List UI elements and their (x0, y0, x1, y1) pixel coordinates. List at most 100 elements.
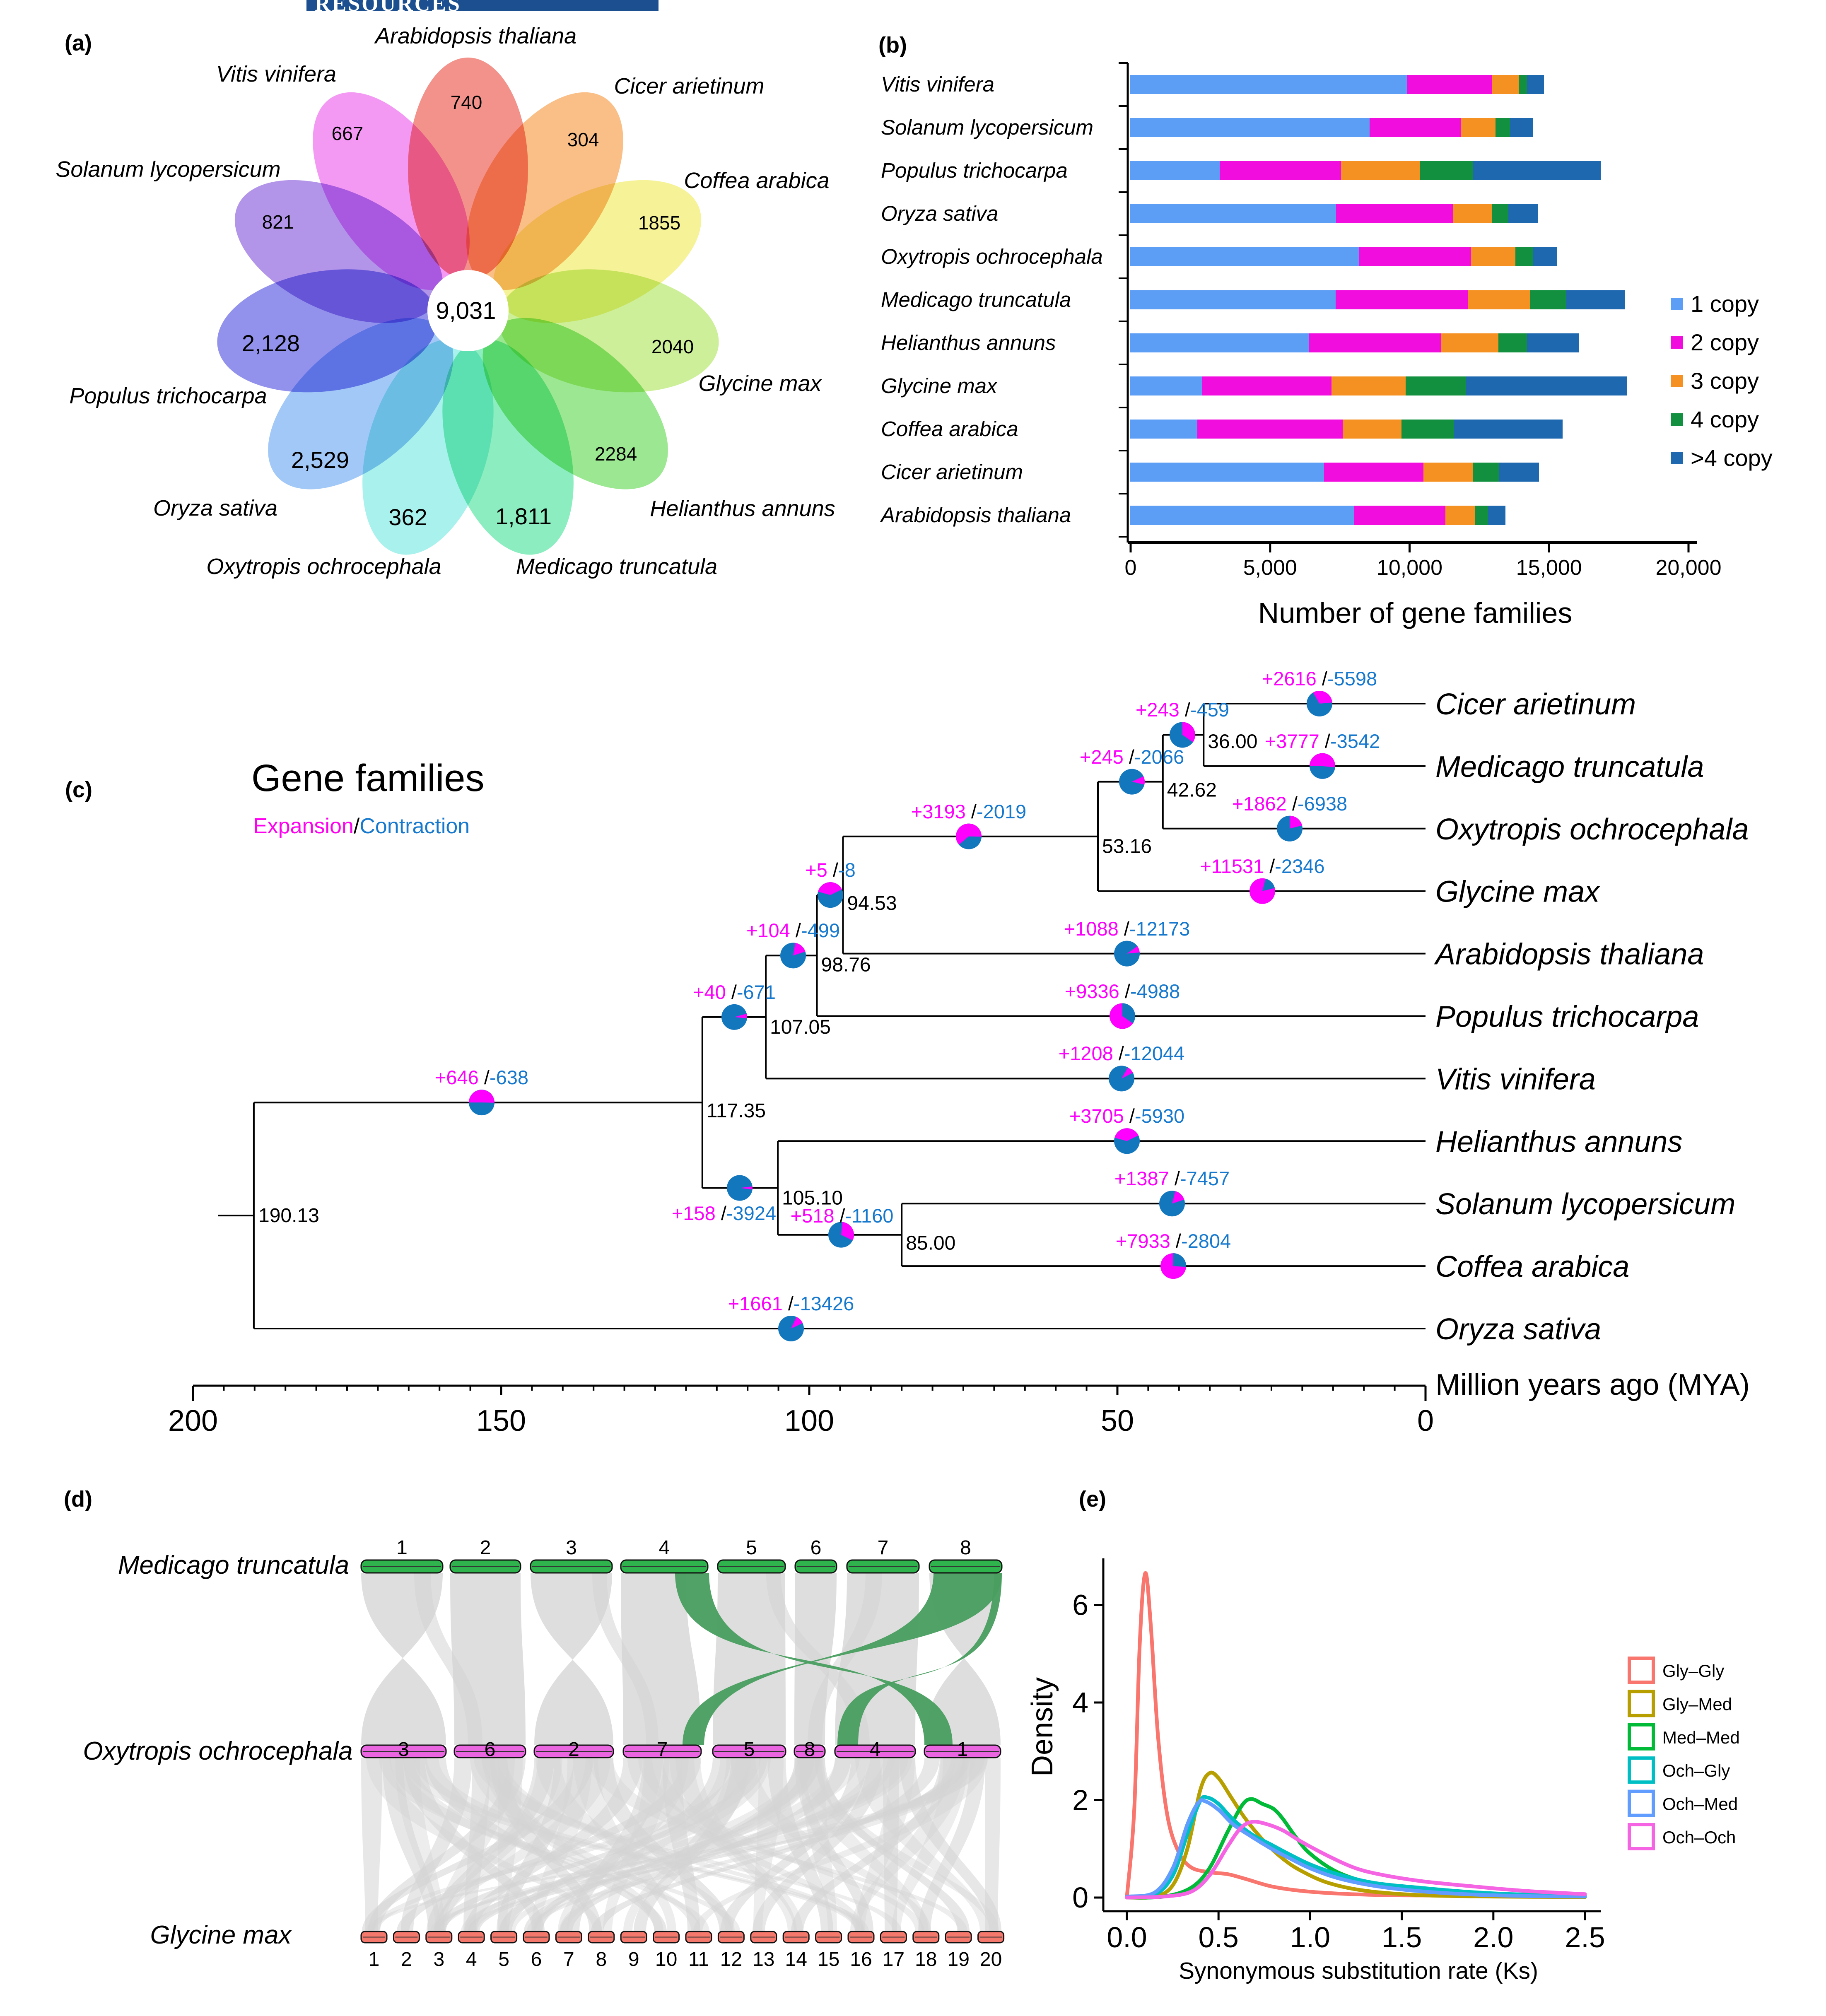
svg-text:1 copy: 1 copy (1691, 291, 1759, 317)
svg-text:Oryza sativa: Oryza sativa (153, 496, 277, 521)
svg-text:50: 50 (1101, 1404, 1134, 1437)
svg-text:+2616 /-5598: +2616 /-5598 (1262, 668, 1377, 690)
svg-text:6: 6 (810, 1537, 822, 1559)
svg-text:2040: 2040 (651, 336, 694, 357)
svg-text:1: 1 (957, 1739, 968, 1760)
svg-text:4: 4 (466, 1948, 477, 1970)
svg-text:10: 10 (655, 1948, 677, 1970)
svg-text:Cicer arietinum: Cicer arietinum (1435, 688, 1636, 721)
svg-text:2.5: 2.5 (1565, 1921, 1605, 1953)
svg-text:4: 4 (659, 1537, 670, 1559)
svg-text:4: 4 (1072, 1686, 1088, 1719)
svg-text:150: 150 (476, 1404, 526, 1437)
svg-text:10,000: 10,000 (1377, 556, 1442, 580)
svg-text:3 copy: 3 copy (1691, 368, 1759, 394)
svg-text:Glycine max: Glycine max (698, 371, 822, 396)
svg-text:12: 12 (720, 1948, 742, 1970)
svg-text:Vitis vinifera: Vitis vinifera (881, 72, 994, 96)
svg-text:+1088 /-12173: +1088 /-12173 (1064, 918, 1190, 940)
svg-text:Number of gene families: Number of gene families (1258, 597, 1573, 629)
svg-text:+245 /-2066: +245 /-2066 (1080, 746, 1184, 768)
svg-text:+3193 /-2019: +3193 /-2019 (911, 801, 1026, 822)
svg-text:0.0: 0.0 (1107, 1921, 1147, 1953)
svg-text:+158 /-3924: +158 /-3924 (672, 1202, 776, 1224)
svg-text:Helianthus annuns: Helianthus annuns (881, 331, 1056, 354)
svg-text:2: 2 (480, 1537, 491, 1559)
svg-text:(b): (b) (878, 33, 907, 58)
svg-text:+1208 /-12044: +1208 /-12044 (1059, 1042, 1185, 1064)
svg-text:42.62: 42.62 (1167, 779, 1217, 801)
svg-text:+11531 /-2346: +11531 /-2346 (1200, 855, 1325, 877)
svg-text:15: 15 (818, 1948, 839, 1970)
svg-text:+243 /-459: +243 /-459 (1136, 699, 1229, 721)
svg-text:Arabidopsis thaliana: Arabidopsis thaliana (374, 24, 577, 48)
svg-text:1,811: 1,811 (495, 503, 552, 529)
svg-text:5: 5 (746, 1537, 757, 1559)
svg-text:Cicer arietinum: Cicer arietinum (614, 74, 764, 99)
svg-text:15,000: 15,000 (1516, 556, 1582, 580)
svg-text:1855: 1855 (638, 212, 680, 234)
svg-text:Gene families: Gene families (251, 757, 484, 799)
svg-text:+7933 /-2804: +7933 /-2804 (1116, 1230, 1231, 1252)
svg-text:Gly–Gly: Gly–Gly (1662, 1661, 1724, 1681)
svg-text:Synonymous substitution rate (: Synonymous substitution rate (Ks) (1179, 1958, 1538, 1984)
svg-text:RESOURCES: RESOURCES (315, 0, 461, 16)
svg-text:19: 19 (948, 1948, 970, 1970)
svg-text:1.5: 1.5 (1382, 1921, 1422, 1953)
svg-text:Coffea arabica: Coffea arabica (1435, 1250, 1629, 1283)
svg-text:7: 7 (657, 1739, 668, 1760)
svg-text:Och–Och: Och–Och (1662, 1828, 1736, 1847)
svg-text:Populus trichocarpa: Populus trichocarpa (69, 383, 267, 408)
svg-text:(c): (c) (65, 777, 92, 802)
svg-text:(d): (d) (64, 1487, 92, 1512)
svg-text:11: 11 (688, 1948, 709, 1970)
svg-text:2 copy: 2 copy (1691, 329, 1759, 355)
svg-text:+104 /-499: +104 /-499 (746, 919, 840, 941)
svg-text:Oryza sativa: Oryza sativa (881, 202, 998, 225)
svg-text:Med–Med: Med–Med (1662, 1728, 1740, 1747)
svg-text:7: 7 (878, 1537, 889, 1559)
svg-text:94.53: 94.53 (847, 892, 897, 914)
svg-text:Expansion/Contraction: Expansion/Contraction (253, 814, 470, 838)
svg-text:3: 3 (566, 1537, 577, 1559)
svg-text:9: 9 (628, 1948, 639, 1970)
svg-text:821: 821 (262, 211, 294, 233)
svg-text:53.16: 53.16 (1102, 836, 1152, 858)
svg-text:190.13: 190.13 (258, 1205, 319, 1227)
svg-text:117.35: 117.35 (707, 1100, 766, 1122)
svg-text:8: 8 (960, 1537, 971, 1559)
svg-text:Oxytropis ochrocephala: Oxytropis ochrocephala (83, 1737, 352, 1765)
svg-text:36.00: 36.00 (1208, 731, 1257, 753)
svg-text:Oxytropis ochrocephala: Oxytropis ochrocephala (206, 554, 441, 579)
svg-text:Helianthus annuns: Helianthus annuns (650, 496, 835, 521)
svg-text:5: 5 (744, 1739, 755, 1760)
svg-text:85.00: 85.00 (906, 1232, 955, 1254)
svg-text:Coffea arabica: Coffea arabica (881, 417, 1018, 441)
svg-text:Solanum lycopersicum: Solanum lycopersicum (881, 116, 1093, 139)
svg-text:Oryza sativa: Oryza sativa (1435, 1313, 1601, 1346)
svg-text:+1387 /-7457: +1387 /-7457 (1114, 1167, 1230, 1189)
svg-text:9,031: 9,031 (436, 297, 496, 324)
svg-text:>4 copy: >4 copy (1691, 445, 1773, 471)
svg-text:362: 362 (388, 504, 427, 530)
svg-text:4 copy: 4 copy (1691, 406, 1759, 432)
svg-text:Oxytropis ochrocephala: Oxytropis ochrocephala (881, 245, 1103, 268)
svg-text:Och–Med: Och–Med (1662, 1794, 1738, 1814)
svg-text:17: 17 (883, 1948, 905, 1970)
svg-text:2,529: 2,529 (291, 447, 349, 473)
svg-text:Medicago truncatula: Medicago truncatula (516, 554, 717, 579)
svg-text:5: 5 (498, 1948, 509, 1970)
svg-text:14: 14 (785, 1948, 807, 1970)
svg-text:Solanum lycopersicum: Solanum lycopersicum (55, 157, 280, 182)
svg-text:1: 1 (396, 1537, 408, 1559)
svg-text:Glycine max: Glycine max (881, 374, 998, 398)
svg-text:0: 0 (1072, 1881, 1088, 1914)
svg-text:Medicago truncatula: Medicago truncatula (1435, 750, 1704, 784)
svg-text:107.05: 107.05 (770, 1016, 831, 1038)
svg-text:200: 200 (168, 1404, 218, 1437)
svg-text:2,128: 2,128 (242, 330, 300, 356)
svg-text:20,000: 20,000 (1655, 556, 1721, 580)
svg-text:6: 6 (485, 1739, 496, 1760)
svg-text:Arabidopsis thaliana: Arabidopsis thaliana (880, 503, 1071, 527)
svg-text:13: 13 (753, 1948, 774, 1970)
